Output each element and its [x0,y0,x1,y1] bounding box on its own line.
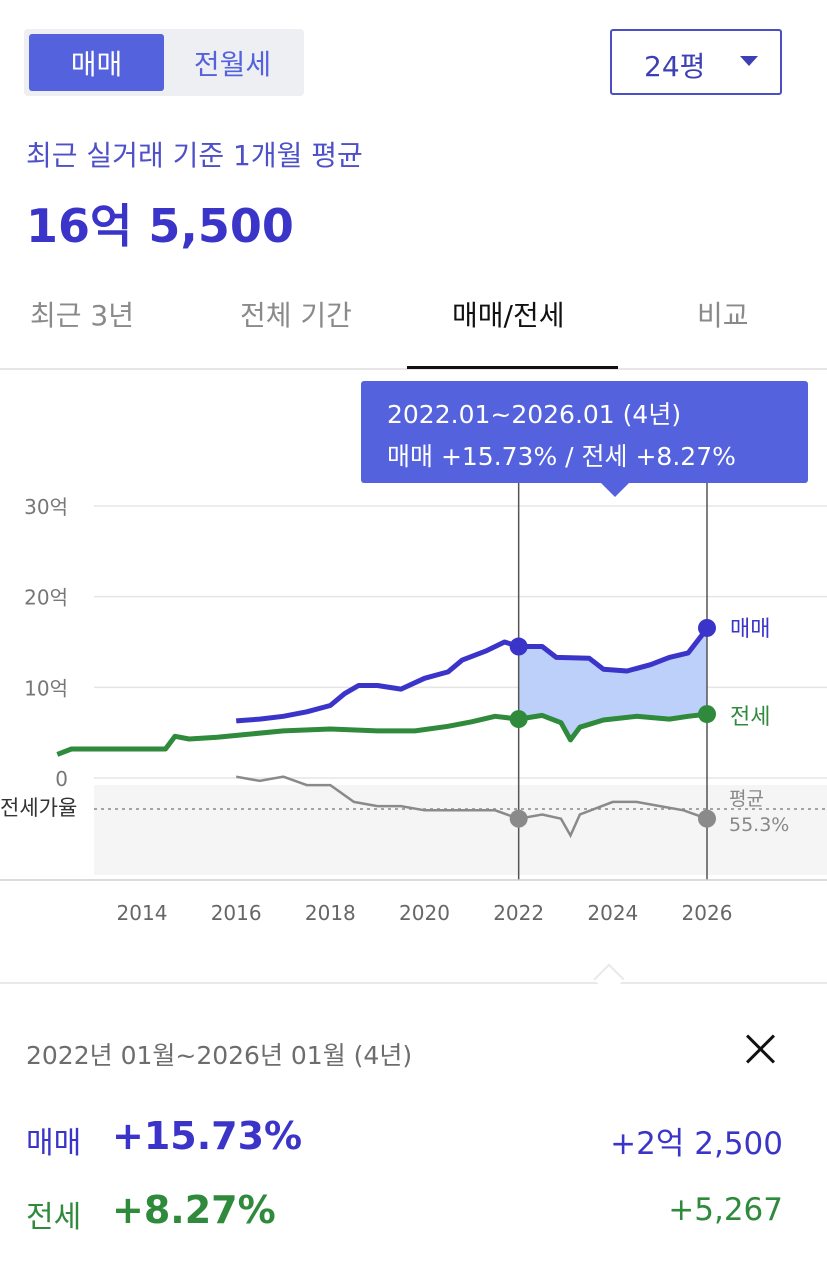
sale-start-point [509,637,528,656]
ratio-end-point [698,809,716,828]
ratio-average-value: 55.3% [729,814,789,836]
divider-pointer [593,963,625,995]
x-tick-label: 2024 [587,901,638,925]
active-tab-indicator [407,366,618,369]
detail-range: 2022년 01월~2026년 01월 (4년) [26,1041,413,1070]
jeonse-line [56,711,708,757]
period-tabs: 최근 3년 전체 기간 매매/전세 비교 [0,270,827,370]
tab-sale-jeonse[interactable]: 매매/전세 [452,299,565,332]
jeonse-start-point [509,710,528,729]
close-icon[interactable] [741,1030,779,1068]
sale-toggle-button[interactable]: 매매 [29,34,164,91]
y-tick-label: 30억 [24,495,68,519]
tooltip-change: 매매 +15.73% / 전세 +8.27% [387,442,736,471]
ratio-start-point [509,809,528,828]
x-tick-label: 2014 [117,901,168,925]
ratio-average-caption: 평균 [729,788,764,810]
section-divider [0,982,827,984]
rent-toggle-button[interactable]: 전월세 [193,47,272,81]
sale-row-percent: +15.73% [112,1114,303,1158]
tab-recent-3y[interactable]: 최근 3년 [30,299,134,332]
ratio-axis-label: 전세가율 [0,796,77,820]
average-price: 16억 5,500 [26,199,294,253]
x-tick-label: 2018 [305,901,356,925]
range-tooltip: 2022.01~2026.01 (4년) 매매 +15.73% / 전세 +8.… [361,381,808,497]
tooltip-range: 2022.01~2026.01 (4년) [387,400,682,429]
sale-row-label: 매매 [26,1126,82,1161]
jeonse-row-percent: +8.27% [112,1188,276,1232]
y-tick-label: 0 [55,767,68,791]
jeonse-row-amount: +5,267 [668,1192,783,1228]
price-basis-subtitle: 최근 실거래 기준 1개월 평균 [26,139,363,172]
y-tick-label: 10억 [24,676,68,700]
jeonse-end-point [698,705,716,724]
chevron-down-icon [740,56,758,66]
jeonse-ratio-line [235,775,708,839]
sale-end-point [698,618,716,637]
sale-end-label: 매매 [730,617,770,642]
x-tick-label: 2020 [399,901,450,925]
sale-line [236,626,710,724]
y-tick-label: 20억 [24,586,68,610]
x-tick-label: 2016 [211,901,262,925]
jeonse-end-label: 전세 [730,705,770,730]
size-value: 24평 [644,50,706,83]
selection-fill [518,627,707,740]
jeonse-row-label: 전세 [26,1200,82,1235]
tab-compare[interactable]: 비교 [697,299,749,332]
ratio-band [94,785,827,875]
sale-row-amount: +2억 2,500 [610,1126,783,1162]
size-dropdown[interactable]: 24평 [610,29,782,95]
x-tick-label: 2022 [493,901,544,925]
x-tick-label: 2026 [682,901,733,925]
deal-type-toggle: 매매 전월세 [24,29,304,96]
tab-all-period[interactable]: 전체 기간 [240,299,352,332]
